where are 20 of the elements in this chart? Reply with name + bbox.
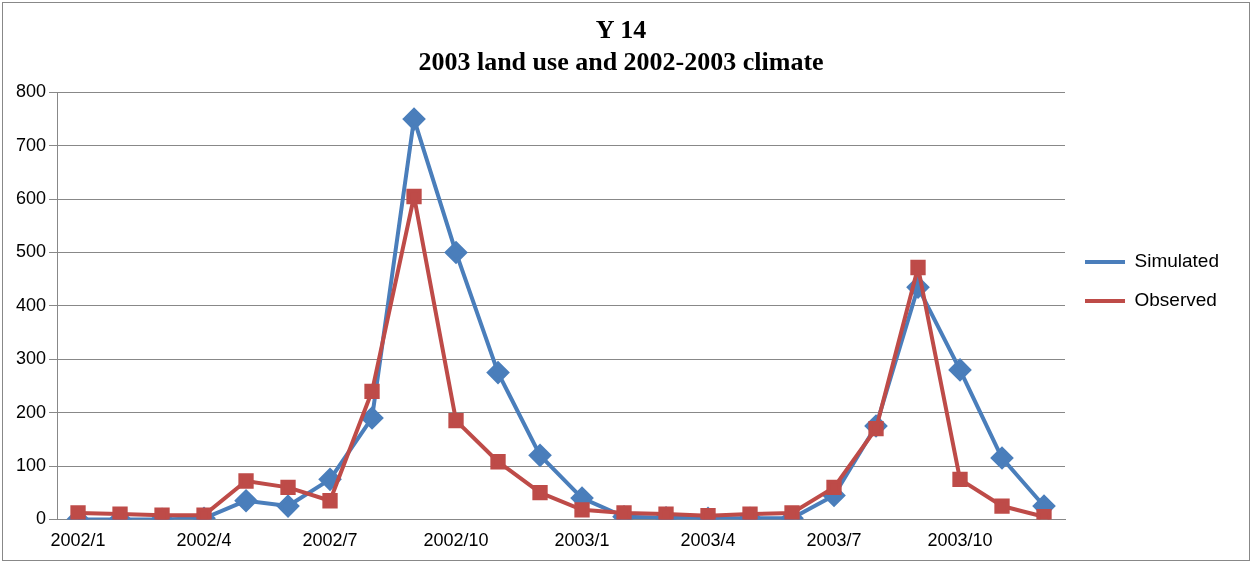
x-tick-label: 2002/7: [302, 530, 358, 551]
y-tick-label: 800: [15, 81, 47, 102]
x-tick-label: 2003/7: [806, 530, 862, 551]
y-tick-label: 600: [15, 188, 47, 209]
y-tick-label: 700: [15, 134, 47, 155]
y-tick-label: 400: [15, 294, 47, 315]
legend-label: Simulated: [1134, 250, 1220, 272]
y-tick-label: 0: [36, 508, 47, 529]
x-tick-label: 2003/10: [927, 530, 993, 551]
x-tick-label: 2002/10: [423, 530, 489, 551]
x-tick-label: 2002/4: [176, 530, 232, 551]
legend-label: Observed: [1134, 289, 1217, 311]
y-tick-label: 300: [15, 348, 47, 369]
y-tick-label: 100: [15, 454, 47, 475]
y-tick-label: 200: [15, 401, 47, 422]
x-tick-label: 2003/1: [554, 530, 610, 551]
chart-title: Y 14 2003 land use and 2002-2003 climate: [418, 15, 824, 76]
y-tick-label: 500: [15, 241, 47, 262]
x-tick-label: 2002/1: [50, 530, 106, 551]
x-tick-label: 2003/4: [680, 530, 736, 551]
